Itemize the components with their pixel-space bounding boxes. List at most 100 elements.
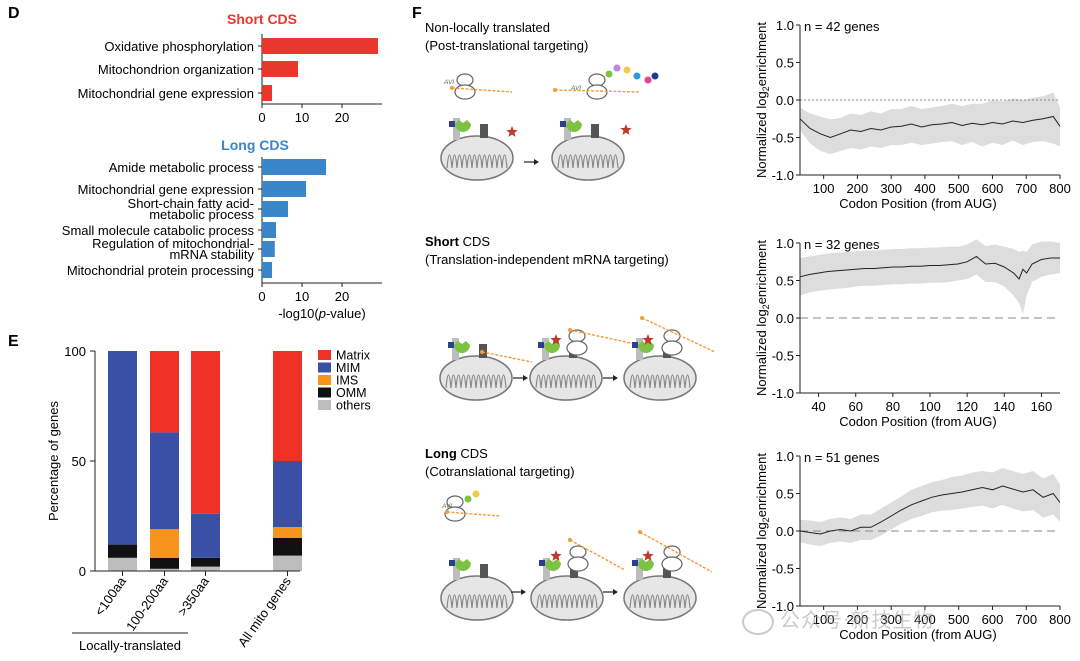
panel-f-schematics: AVI AVI AVI xyxy=(439,64,716,621)
d-long-x-tick-label: 10 xyxy=(295,289,309,304)
d-short-x-tick-label: 20 xyxy=(335,110,349,125)
watermark: 公众号·新技生物 xyxy=(742,604,934,635)
r1b-tom20-receptor xyxy=(566,120,582,132)
r3c-mrna-cap xyxy=(638,530,642,534)
f2-mean-line xyxy=(799,255,1060,280)
r1a-ribosome-large xyxy=(454,84,476,100)
f1-x-tick-label: 400 xyxy=(914,181,936,196)
d-long-bar xyxy=(262,241,275,257)
r2a-cristae xyxy=(445,374,507,389)
d-long-category-label: Small molecule catabolic process xyxy=(62,223,255,238)
e-bar-segment-matrix xyxy=(150,351,179,433)
r1b-ribosome-large xyxy=(586,84,608,100)
f2-y-tick-label: -1.0 xyxy=(772,386,794,401)
f-row1-subtitle: (Post-translational targeting) xyxy=(425,38,588,53)
r1b-translocon xyxy=(591,124,599,138)
r2c-mitochondrion xyxy=(623,355,697,401)
r2c-mrna-cap xyxy=(640,316,644,320)
e-legend-label: others xyxy=(336,399,371,413)
r1b-mitochondrion xyxy=(551,135,625,181)
r3a-apex-tag xyxy=(449,560,455,566)
f1-x-tick-label: 800 xyxy=(1049,181,1071,196)
d-long-bar xyxy=(262,201,288,217)
r3a-mitochondrion xyxy=(440,575,514,621)
e-bar-segment-mim xyxy=(108,351,137,545)
r3a-arrow-head xyxy=(521,589,526,595)
e-bar-segment-mim xyxy=(150,432,179,530)
r2a-arrow-head xyxy=(523,375,528,381)
e-bar-segment-omm xyxy=(191,557,220,567)
e-bar-segment-mim xyxy=(273,461,302,527)
r3c-receptor xyxy=(636,558,643,580)
f-row3-subtitle: (Cotranslational targeting) xyxy=(425,464,575,479)
f3-x-tick-label: 600 xyxy=(982,612,1004,627)
r1b-nascent-chain-residue xyxy=(633,72,641,80)
f2-x-tick-label: 40 xyxy=(811,399,825,414)
e-bar-segment-others xyxy=(108,557,137,571)
r2c-cristae xyxy=(629,374,691,389)
r3c-tom20-receptor xyxy=(638,559,654,571)
d-long-x-tick-label: 0 xyxy=(258,289,265,304)
r1a-apex-tag xyxy=(449,121,455,127)
e-bar-segment-others xyxy=(273,555,302,571)
r1a-translocon xyxy=(480,124,488,138)
r1b-cristae xyxy=(557,154,619,169)
e-legend-label: OMM xyxy=(336,386,367,400)
d-short-x-tick-label: 10 xyxy=(295,110,309,125)
r3a-receptor xyxy=(453,558,460,580)
r3c-apex-tag xyxy=(632,560,638,566)
f-row2-subtitle: (Translation-independent mRNA targeting) xyxy=(425,252,669,267)
r1a-cristae xyxy=(446,154,508,169)
f2-y-tick-label: -0.5 xyxy=(772,349,794,364)
panel-letter-e: E xyxy=(8,333,19,350)
e-legend-swatch xyxy=(318,387,331,398)
r3c-ribosome-small xyxy=(663,545,681,559)
d-long-bar xyxy=(262,222,276,238)
f1-y-axis-label: Normalized log2enrichment xyxy=(754,22,771,178)
r2a-mrna-cap xyxy=(480,350,484,354)
r2b-ribosome-large xyxy=(566,340,588,356)
d-long-category-label: Regulation of mitochondrial- xyxy=(92,236,254,251)
r1a-ribosome-small xyxy=(456,73,474,87)
f1-y-tick-label: -0.5 xyxy=(772,131,794,146)
r2a-mrna xyxy=(481,351,533,363)
r2b-mitochondrion xyxy=(529,355,603,401)
panel-letter-f: F xyxy=(412,5,422,22)
r1a-protein-star xyxy=(506,126,518,137)
r2c-protein-star xyxy=(642,334,654,345)
r3b-apex-tag xyxy=(539,560,545,566)
panel-e-stacked-bars: 0 50 100 Percentage of genes <100aa100-200aa… xyxy=(46,344,371,653)
e-bar-segment-matrix xyxy=(191,351,220,514)
e-bar-segment-matrix xyxy=(273,351,302,461)
r2b-tom20-receptor xyxy=(544,341,560,353)
panel-d-enrichment-bars: Short CDS Long CDS -log10(p-value) Oxida… xyxy=(62,11,382,321)
d-short-bar xyxy=(262,61,298,77)
e-category-label: >350aa xyxy=(175,573,213,618)
r2a-tom20-receptor xyxy=(454,341,470,353)
d-long-category-label: Amide metabolic process xyxy=(109,160,255,175)
e-legend-swatch xyxy=(318,400,331,410)
r1b-mrna xyxy=(554,89,641,93)
r2b-apex-tag xyxy=(538,342,544,348)
d-short-bar xyxy=(262,85,272,101)
r1a-mitochondrion xyxy=(440,135,514,181)
r1b-ribosome-small xyxy=(588,73,606,87)
f3-y-axis-label: Normalized log2enrichment xyxy=(754,453,771,609)
d-short-category-label: Oxidative phosphorylation xyxy=(104,39,254,54)
wechat-logo-icon xyxy=(742,608,774,635)
f3-y-tick-label: 0.5 xyxy=(776,487,794,502)
r3a-avi-label: AVI xyxy=(441,503,452,510)
e-y-tick-label: 50 xyxy=(72,454,86,469)
f1-x-axis-label: Codon Position (from AUG) xyxy=(839,196,997,211)
f2-y-tick-label: 0.5 xyxy=(776,274,794,289)
f2-x-tick-label: 140 xyxy=(993,399,1015,414)
f2-x-tick-label: 60 xyxy=(848,399,862,414)
f2-y-axis-label: Normalized log2enrichment xyxy=(754,240,771,396)
r2b-mrna-cap xyxy=(568,328,572,332)
r1b-nascent-chain-residue xyxy=(623,66,631,74)
r2c-apex-tag xyxy=(632,342,638,348)
r3b-arrow-head xyxy=(613,589,618,595)
d-long-category-label: Mitochondrial gene expression xyxy=(78,182,254,197)
r3a-translocon xyxy=(480,564,488,578)
f3-x-tick-label: 300 xyxy=(880,612,902,627)
